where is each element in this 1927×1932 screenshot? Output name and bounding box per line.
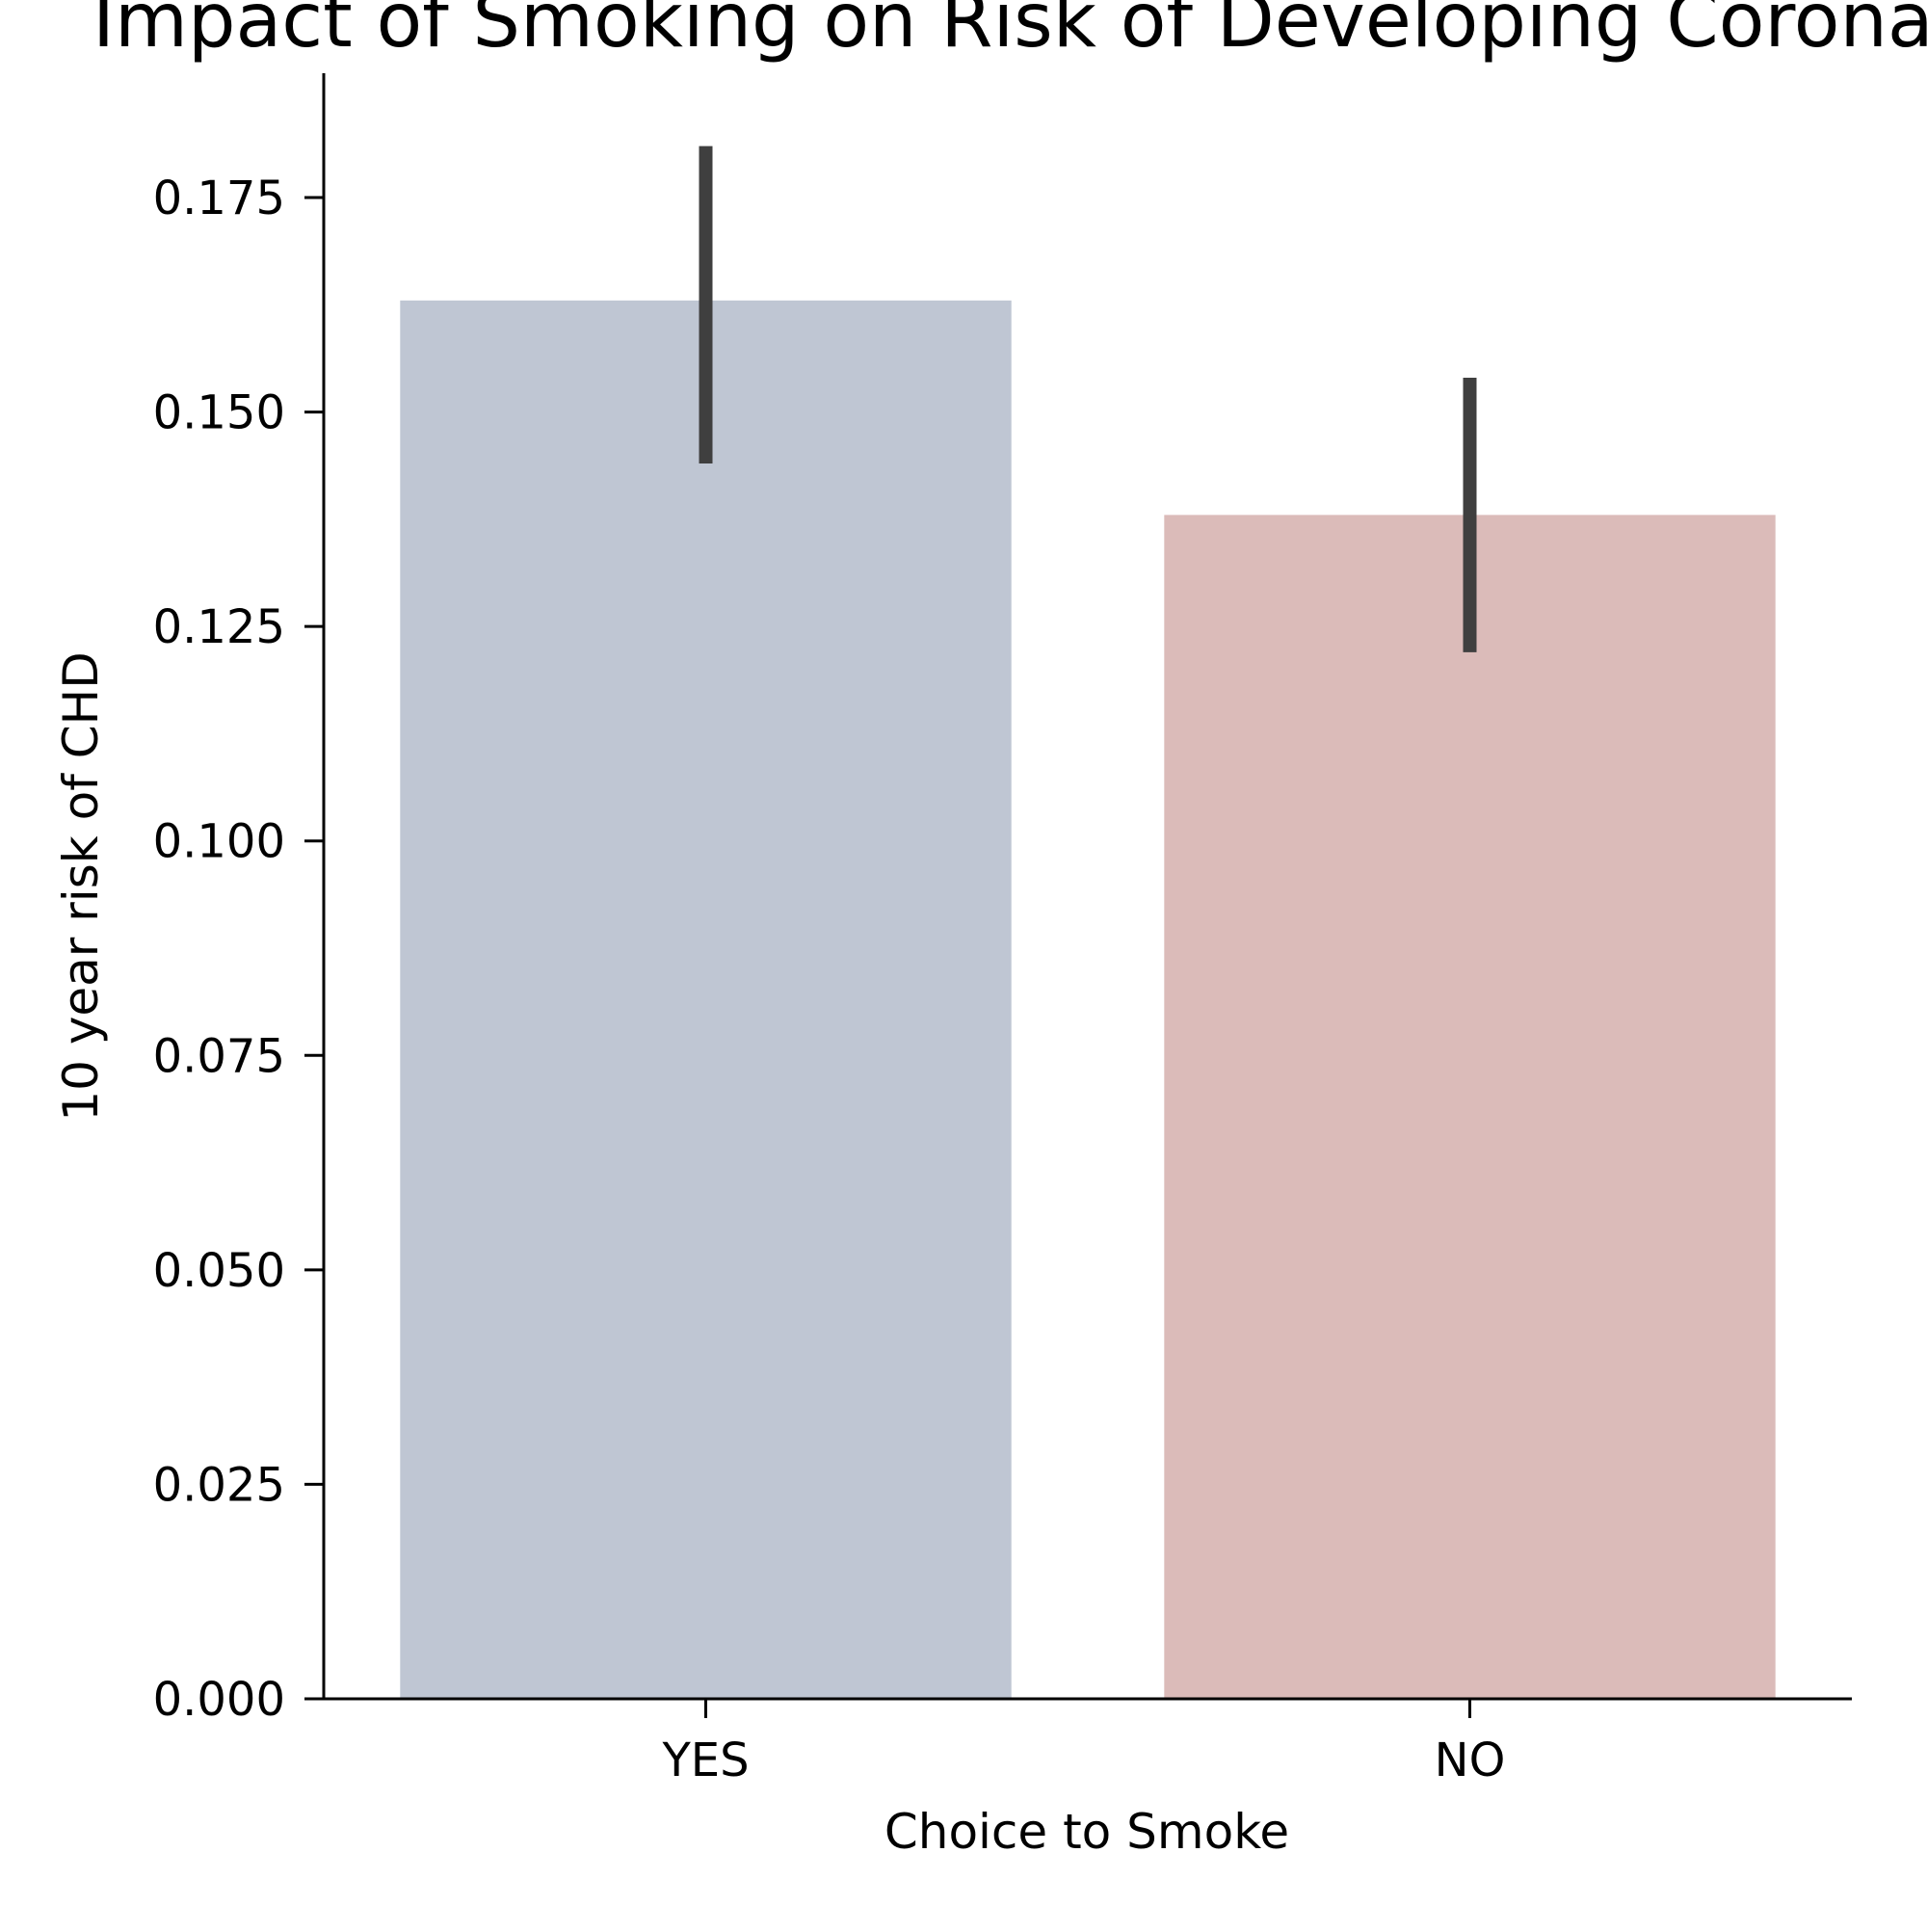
y-tick-label: 0.025 [153,1458,285,1512]
x-axis-title: Choice to Smoke [884,1804,1289,1860]
bar-no [1164,515,1776,1699]
y-tick-label: 0.100 [153,815,285,869]
y-axis-title: 10 year risk of CHD [53,651,109,1121]
x-tick-label: NO [1435,1734,1506,1787]
y-tick-label: 0.150 [153,386,285,440]
x-tick-label: YES [661,1734,749,1787]
y-tick-label: 0.175 [153,172,285,225]
x-axis-ticks: YES NO [661,1699,1505,1787]
bar-yes [400,300,1012,1700]
y-axis-ticks: 0.000 0.025 0.050 0.075 0.100 0.125 0.150 0.175 [153,172,324,1727]
y-tick-label: 0.000 [153,1673,285,1727]
y-tick-label: 0.050 [153,1244,285,1298]
y-tick-label: 0.075 [153,1029,285,1083]
plot-area [400,146,1776,1700]
chart-title: Impact of Smoking on Risk of Developing … [92,0,1927,65]
y-tick-label: 0.125 [153,600,285,654]
